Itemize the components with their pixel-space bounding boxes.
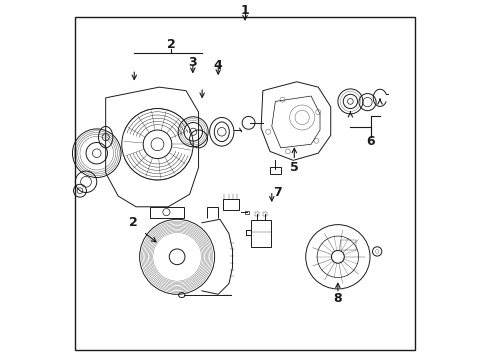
Text: 7: 7 xyxy=(273,186,282,199)
Bar xyxy=(251,220,270,247)
Text: 8: 8 xyxy=(334,292,342,305)
Text: 6: 6 xyxy=(367,135,375,148)
Bar xyxy=(255,212,259,216)
Text: 5: 5 xyxy=(290,161,299,174)
Bar xyxy=(263,212,267,216)
Text: 2: 2 xyxy=(129,216,138,229)
Bar xyxy=(270,167,281,174)
Text: 2: 2 xyxy=(167,38,176,51)
Text: 3: 3 xyxy=(189,55,197,69)
Bar xyxy=(342,240,356,249)
Text: 4: 4 xyxy=(214,59,222,72)
Text: 1: 1 xyxy=(241,4,249,17)
Bar xyxy=(223,199,239,210)
Bar xyxy=(245,211,249,213)
